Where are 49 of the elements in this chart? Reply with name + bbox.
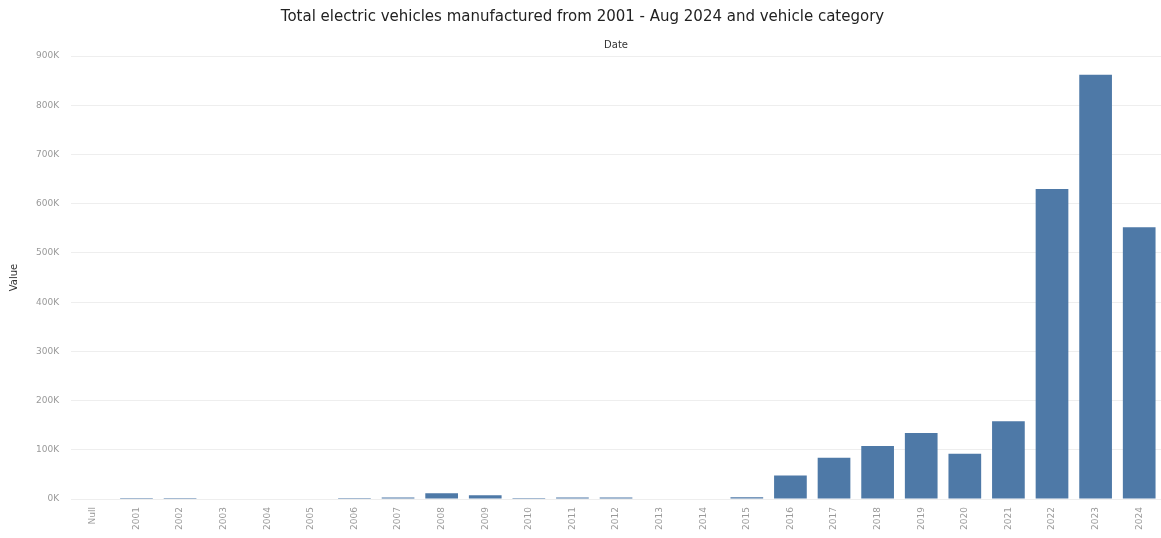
bar bbox=[425, 493, 458, 499]
x-tick-label: 2024 bbox=[1133, 506, 1144, 530]
bar bbox=[468, 495, 502, 499]
x-tick-label: 2013 bbox=[653, 507, 664, 530]
x-tick-label: 2020 bbox=[959, 506, 970, 530]
x-tick-label: 2023 bbox=[1089, 507, 1100, 530]
y-axis-title: Value bbox=[7, 263, 19, 292]
bar bbox=[948, 453, 982, 499]
x-tick-label: Null bbox=[87, 507, 98, 525]
y-tick-label: 500K bbox=[35, 247, 61, 258]
x-tick-label: 2003 bbox=[218, 507, 229, 530]
bar bbox=[1122, 227, 1156, 499]
x-tick-label: 2010 bbox=[523, 506, 534, 530]
x-tick-label: 2016 bbox=[784, 506, 795, 530]
y-tick-label: 100K bbox=[35, 444, 61, 455]
x-tick-label: 2021 bbox=[1002, 507, 1013, 530]
x-tick-label: 2006 bbox=[348, 506, 359, 530]
x-tick-label: 2017 bbox=[828, 507, 839, 530]
bar bbox=[774, 475, 807, 499]
x-tick-label: 2015 bbox=[741, 507, 752, 530]
x-tick-label: 2004 bbox=[261, 506, 272, 530]
y-tick-label: 600K bbox=[35, 198, 61, 209]
y-tick-label: 0K bbox=[47, 493, 61, 504]
x-tick-label: 2005 bbox=[305, 507, 316, 530]
bar bbox=[904, 433, 938, 499]
x-axis-title: Date bbox=[604, 38, 628, 50]
bar bbox=[992, 421, 1025, 499]
x-tick-label: 2022 bbox=[1046, 507, 1057, 530]
y-tick-label: 800K bbox=[35, 99, 61, 110]
bar bbox=[817, 457, 851, 499]
chart-title: Total electric vehicles manufactured from 2001 - Aug 2024 and vehicle category bbox=[279, 6, 885, 25]
bar bbox=[1079, 74, 1112, 499]
y-tick-label: 400K bbox=[35, 296, 61, 307]
bar bbox=[1035, 188, 1069, 499]
x-tick-label: 2012 bbox=[610, 507, 621, 530]
x-tick-label: 2019 bbox=[915, 506, 926, 530]
y-tick-label: 200K bbox=[35, 394, 61, 405]
x-tick-label: 2014 bbox=[697, 506, 708, 530]
x-tick-label: 2007 bbox=[392, 507, 403, 530]
x-tick-label: 2001 bbox=[130, 507, 141, 530]
y-tick-label: 300K bbox=[35, 345, 61, 356]
x-tick-label: 2002 bbox=[174, 507, 185, 530]
y-tick-label: 700K bbox=[35, 148, 61, 159]
bar bbox=[861, 445, 894, 499]
x-tick-label: 2008 bbox=[436, 506, 446, 530]
x-tick-label: 2011 bbox=[566, 507, 577, 530]
x-tick-label: 2009 bbox=[479, 506, 490, 530]
x-tick-label: 2018 bbox=[871, 506, 882, 530]
y-tick-label: 900K bbox=[35, 50, 61, 61]
